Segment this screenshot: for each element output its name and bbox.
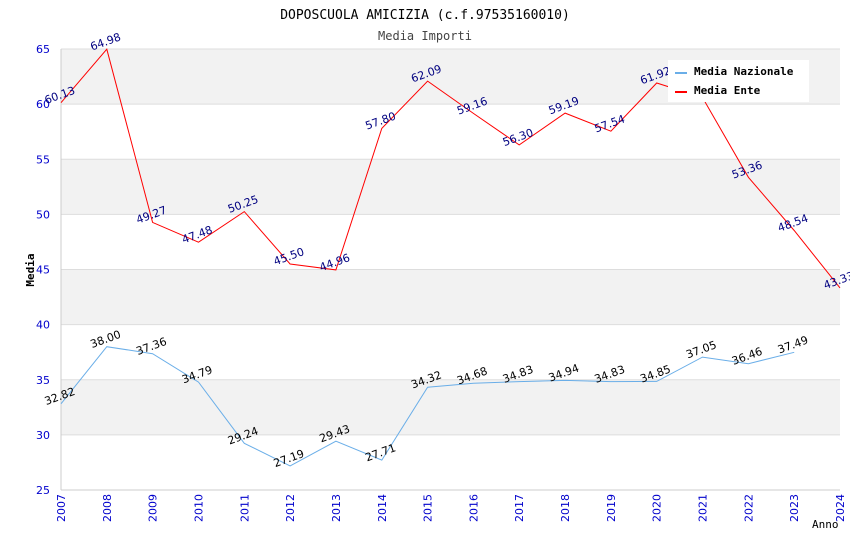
y-tick-label: 55 <box>36 153 50 166</box>
y-axis-label: Media <box>24 253 37 286</box>
data-label: 57.80 <box>364 110 398 133</box>
x-tick-label: 2012 <box>284 494 297 522</box>
x-tick-label: 2009 <box>147 494 160 522</box>
y-tick-label: 35 <box>36 374 50 387</box>
background-band <box>61 159 840 215</box>
legend-entry: Media Nazionale <box>694 65 794 78</box>
data-label: 27.71 <box>364 441 398 464</box>
x-tick-label: 2022 <box>742 494 755 522</box>
x-tick-label: 2007 <box>55 494 68 522</box>
x-tick-label: 2013 <box>330 494 343 522</box>
x-tick-label: 2014 <box>376 494 389 522</box>
y-tick-label: 60 <box>36 98 50 111</box>
y-tick-label: 45 <box>36 264 50 277</box>
background-band <box>61 379 840 435</box>
x-tick-label: 2024 <box>834 494 847 522</box>
y-tick-label: 25 <box>36 484 50 497</box>
x-tick-label: 2020 <box>651 494 664 522</box>
x-tick-label: 2023 <box>788 494 801 522</box>
data-label: 27.19 <box>272 447 306 470</box>
x-tick-label: 2008 <box>101 494 114 522</box>
data-label: 56.30 <box>501 126 535 149</box>
series-line-nazionale <box>60 346 795 467</box>
data-label: 36.46 <box>730 345 764 368</box>
y-tick-labels: 25 30 35 40 45 50 55 60 65 <box>36 43 50 497</box>
x-tick-label: 2021 <box>697 494 710 522</box>
x-tick-label: 2010 <box>192 494 205 522</box>
legend: Media Nazionale Media Ente <box>668 60 809 102</box>
x-tick-label: 2018 <box>559 494 572 522</box>
data-label: 47.48 <box>180 223 214 246</box>
chart-subtitle: Media Importi <box>378 29 472 43</box>
legend-box <box>668 60 809 102</box>
axes <box>60 49 840 491</box>
data-label: 57.54 <box>593 112 627 135</box>
background-bands <box>61 49 840 435</box>
x-tick-labels: 2007 2008 2009 2010 2011 2012 2013 2014 2015 2016… <box>55 494 847 522</box>
x-tick-label: 2019 <box>605 494 618 522</box>
legend-entry: Media Ente <box>694 84 761 97</box>
y-tick-label: 40 <box>36 319 50 332</box>
x-tick-label: 2016 <box>467 494 480 522</box>
chart-title: DOPOSCUOLA AMICIZIA (c.f.97535160010) <box>280 8 570 23</box>
y-tick-label: 30 <box>36 429 50 442</box>
x-tick-label: 2015 <box>422 494 435 522</box>
series-lines <box>60 48 841 467</box>
x-tick-label: 2017 <box>513 494 526 522</box>
y-tick-label: 50 <box>36 208 50 221</box>
y-tick-label: 65 <box>36 43 50 56</box>
x-axis-label: Anno <box>812 518 839 531</box>
series-line-ente <box>60 48 841 289</box>
x-tick-label: 2011 <box>238 494 251 522</box>
data-label: 37.36 <box>134 335 168 358</box>
background-band <box>61 269 840 325</box>
